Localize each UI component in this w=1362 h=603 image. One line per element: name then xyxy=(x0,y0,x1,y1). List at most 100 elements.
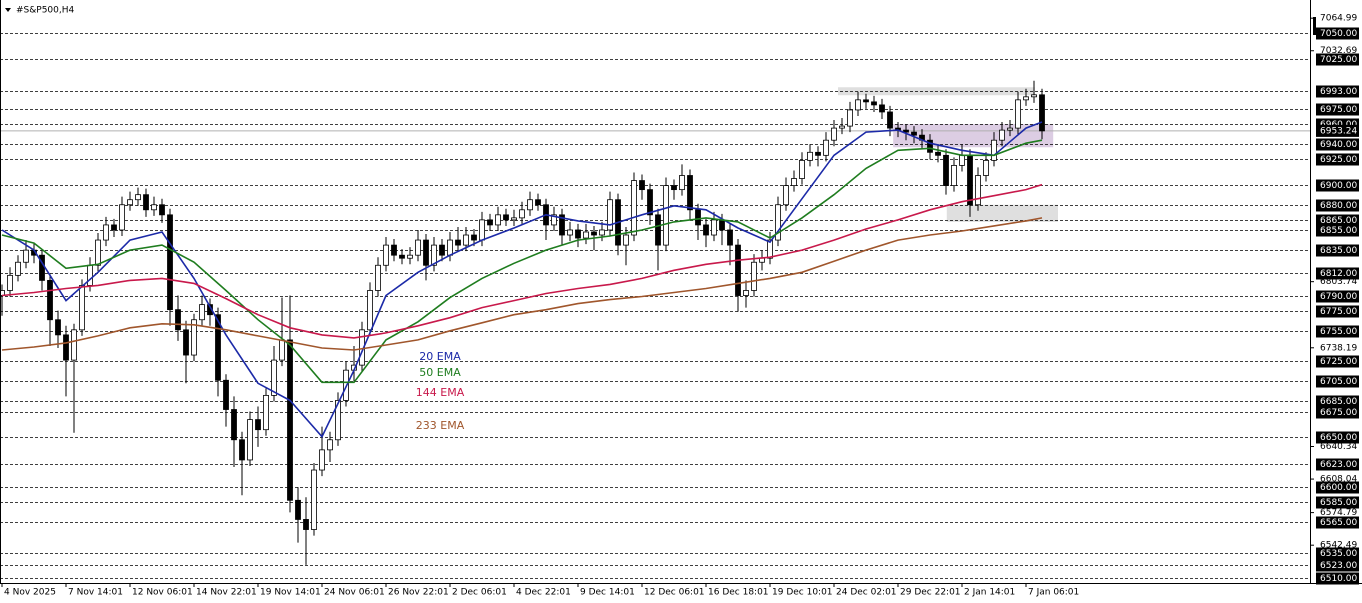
level-label-box xyxy=(1316,224,1359,237)
level-label-box xyxy=(1316,138,1359,151)
menu-arrow[interactable] xyxy=(5,8,11,12)
candle-body xyxy=(295,499,301,520)
candle-body xyxy=(1023,96,1029,101)
x-tick-label: 19 Nov 14:01 xyxy=(260,588,321,598)
candle-body xyxy=(559,214,565,236)
candle-body xyxy=(367,290,373,331)
candle-body xyxy=(663,185,669,246)
candle-body xyxy=(303,519,309,530)
y-tick-label: 6640.34 xyxy=(1320,442,1357,452)
level-label-box xyxy=(1316,267,1359,280)
candle-body xyxy=(519,209,525,219)
level-label-box xyxy=(1316,103,1359,116)
level-label: 6523.00 xyxy=(1320,561,1357,571)
ema-line xyxy=(1,183,1043,339)
candle-body xyxy=(655,214,661,246)
candle-body xyxy=(999,129,1005,141)
level-label-box xyxy=(1316,458,1359,471)
level-label-box xyxy=(1316,214,1359,227)
level-label: 6600.00 xyxy=(1320,483,1357,493)
candle-body xyxy=(791,178,797,186)
candle-body xyxy=(71,329,77,361)
candle-body xyxy=(983,159,989,176)
candle-body xyxy=(951,165,957,186)
y-tick-label: 6803.74 xyxy=(1320,277,1357,287)
candle-body xyxy=(639,180,645,191)
candle-body xyxy=(503,214,509,221)
candle-body xyxy=(719,219,725,231)
candle-body xyxy=(327,439,333,451)
level-label-box xyxy=(1316,355,1359,368)
level-label-box xyxy=(1316,431,1359,444)
level-label-box xyxy=(1316,325,1359,338)
candle-body xyxy=(199,304,205,321)
axes: 7064.99 7032.69 6803.74 6738.19 6640.34 6608.… xyxy=(1,14,1359,598)
ema-label: 20 EMA xyxy=(419,350,461,363)
candle-body xyxy=(1039,94,1045,132)
candle-body xyxy=(527,199,533,211)
candle-body xyxy=(287,339,293,501)
level-label-box xyxy=(1316,572,1359,585)
candle-body xyxy=(823,139,829,156)
candle-body xyxy=(111,224,117,231)
level-label: 7025.00 xyxy=(1320,55,1357,65)
x-tick-label: 7 Nov 14:01 xyxy=(68,588,123,598)
candle-body xyxy=(535,199,541,206)
candle-body xyxy=(439,244,445,256)
level-label: 7050.00 xyxy=(1320,29,1357,39)
level-label: 6685.00 xyxy=(1320,397,1357,407)
candle-body xyxy=(551,214,557,226)
candle-body xyxy=(623,234,629,246)
candle-body xyxy=(15,261,21,276)
candle-body xyxy=(607,199,613,231)
x-tick-label: 2 Dec 06:01 xyxy=(452,588,507,598)
candle-body xyxy=(319,449,325,471)
candle-body xyxy=(239,439,245,461)
current-price-box xyxy=(1316,124,1359,137)
plot: 20 EMA 50 EMA 144 EMA 233 EMA xyxy=(0,80,1045,565)
level-label: 6675.00 xyxy=(1320,408,1357,418)
level-label: 6880.00 xyxy=(1320,201,1357,211)
candle-body xyxy=(647,189,653,216)
ema-line xyxy=(1,121,1043,439)
candle-body xyxy=(407,254,413,259)
candle-body xyxy=(47,280,53,321)
candle-body xyxy=(743,290,749,296)
candle-body xyxy=(783,185,789,206)
candle-body xyxy=(479,219,485,241)
candle-body xyxy=(7,274,13,291)
level-label-box xyxy=(1316,516,1359,529)
candle-body xyxy=(735,244,741,296)
candle-body xyxy=(815,151,821,156)
candle-body xyxy=(575,229,581,239)
level-label: 6975.00 xyxy=(1320,105,1357,115)
candle-body xyxy=(127,199,133,206)
candle-body xyxy=(391,244,397,256)
level-label: 6940.00 xyxy=(1320,140,1357,150)
y-tick-label: 7064.99 xyxy=(1320,14,1357,24)
candle-body xyxy=(399,254,405,259)
candle-body xyxy=(311,469,317,530)
x-tick-label: 12 Nov 06:01 xyxy=(132,588,193,598)
candle-body xyxy=(799,159,805,179)
level-label: 6565.00 xyxy=(1320,518,1357,528)
candle-body xyxy=(863,99,869,103)
candle-body xyxy=(447,239,453,256)
x-tick-label: 16 Dec 18:01 xyxy=(708,588,769,598)
level-label-box xyxy=(1316,559,1359,572)
candle-body xyxy=(103,224,109,241)
x-tick-label: 4 Nov 2025 xyxy=(4,588,56,598)
candle-body xyxy=(335,400,341,441)
candle-body xyxy=(831,127,837,141)
y-tick-label: 6542.49 xyxy=(1320,541,1357,551)
level-label: 6535.00 xyxy=(1320,549,1357,559)
candle-body xyxy=(1007,127,1013,131)
candle-body xyxy=(455,239,461,246)
level-label-box xyxy=(1316,406,1359,419)
candle-body xyxy=(191,319,197,356)
candle-body xyxy=(143,194,149,211)
y-tick-label: 6608.04 xyxy=(1320,475,1357,485)
candle-body xyxy=(871,101,877,106)
